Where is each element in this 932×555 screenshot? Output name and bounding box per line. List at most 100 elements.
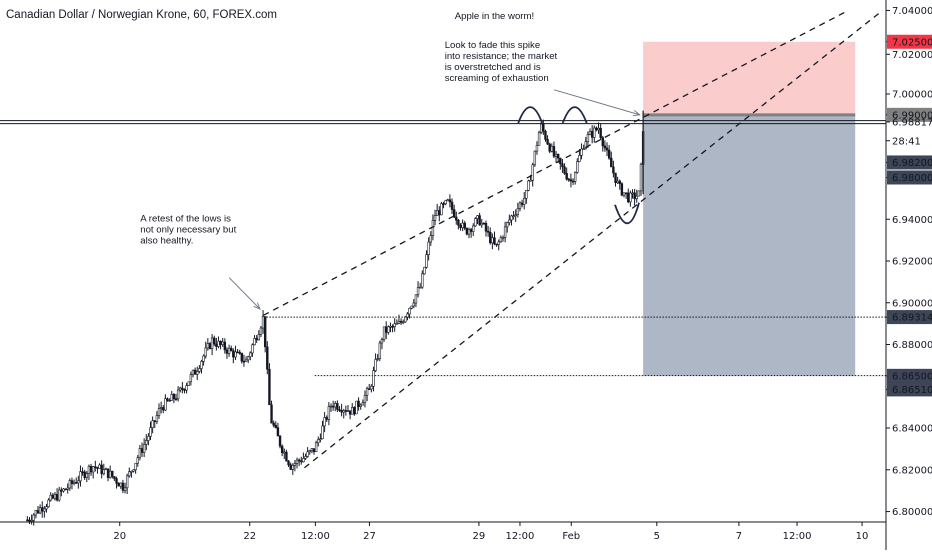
candles bbox=[26, 110, 645, 526]
candle-body bbox=[452, 209, 456, 218]
candle-body bbox=[489, 231, 492, 244]
candle-body bbox=[191, 369, 195, 375]
candle-body bbox=[351, 407, 354, 415]
candle-body bbox=[255, 338, 258, 341]
candle-body bbox=[119, 482, 122, 487]
price-tag-label: 6.84000 bbox=[892, 424, 932, 435]
candle-body bbox=[365, 388, 369, 396]
candle-body bbox=[53, 494, 57, 499]
price-axis[interactable]: 7.04000 7.02500 7.02000 7.00000 6.990006.988… bbox=[885, 0, 932, 550]
annotation-fade-line: is overstretched and is bbox=[445, 62, 541, 73]
candle-body bbox=[370, 385, 373, 390]
candle-body bbox=[435, 210, 439, 216]
candle-body bbox=[43, 508, 46, 512]
candle-body bbox=[319, 438, 322, 441]
candle-body bbox=[580, 148, 583, 156]
candle-body bbox=[98, 464, 101, 469]
time-tick-label: 12:00 bbox=[783, 531, 812, 542]
price-tag-bg bbox=[887, 34, 932, 49]
candle-body bbox=[242, 360, 246, 363]
time-axis[interactable]: 20 22 12:00 27 29 12:00 Feb 5 7 12:00 10 bbox=[0, 521, 886, 542]
candle-body bbox=[527, 180, 530, 191]
candle-body bbox=[446, 199, 449, 202]
candle-body bbox=[382, 326, 386, 340]
candle-body bbox=[94, 466, 97, 468]
price-tag-bg bbox=[887, 155, 932, 170]
candle-body bbox=[147, 436, 150, 441]
candle-body bbox=[368, 388, 371, 390]
candle-body bbox=[47, 499, 50, 507]
price-tag-label: 6.90000 bbox=[892, 298, 932, 309]
trend-channel[interactable] bbox=[263, 9, 883, 469]
candle-body bbox=[134, 462, 137, 471]
candle-body bbox=[620, 183, 624, 196]
candle-body bbox=[486, 230, 490, 233]
candle-body bbox=[423, 266, 426, 275]
candle-body bbox=[565, 173, 568, 180]
candle-body bbox=[28, 519, 31, 522]
pattern-markers bbox=[517, 106, 640, 225]
candle-body bbox=[378, 342, 382, 359]
annotation-retest-line: not only necessary but bbox=[140, 224, 236, 235]
candle-body bbox=[30, 520, 33, 522]
candle-body bbox=[476, 215, 479, 219]
candle-body bbox=[280, 445, 284, 454]
time-tick-label: 10 bbox=[856, 531, 869, 542]
candle-body bbox=[393, 323, 396, 328]
candle-body bbox=[179, 387, 182, 391]
candle-body bbox=[268, 368, 271, 406]
candle-body bbox=[639, 163, 643, 192]
candle-body bbox=[410, 305, 413, 309]
candle-body bbox=[478, 215, 481, 226]
candle-body bbox=[535, 144, 539, 152]
candle-body bbox=[266, 346, 269, 370]
candle-body bbox=[550, 146, 554, 152]
candle-body bbox=[399, 320, 403, 323]
candle-body bbox=[450, 201, 454, 210]
annotation-fade-line: Look to fade this spike bbox=[445, 40, 540, 51]
candle-body bbox=[45, 506, 48, 510]
time-tick-label: 12:00 bbox=[301, 531, 330, 542]
candle-body bbox=[459, 224, 462, 228]
candle-body bbox=[223, 341, 227, 351]
candle-body bbox=[293, 463, 297, 466]
candle-body bbox=[571, 180, 575, 183]
annotation-retest-arrow bbox=[228, 277, 261, 310]
price-tag-label: 28:41 bbox=[892, 136, 921, 147]
candle-body bbox=[344, 410, 348, 412]
candle-body bbox=[181, 387, 184, 390]
candle-body bbox=[469, 229, 473, 232]
candle-body bbox=[85, 473, 89, 478]
candle-body bbox=[304, 456, 307, 459]
candle-body bbox=[259, 327, 263, 335]
candle-body bbox=[312, 448, 316, 453]
candle-body bbox=[75, 482, 78, 484]
candle-body bbox=[51, 494, 55, 499]
candle-body bbox=[355, 400, 358, 415]
candle-body bbox=[510, 215, 513, 221]
channel-lower-line bbox=[304, 9, 883, 469]
time-tick-label: 7 bbox=[736, 531, 742, 542]
candle-body bbox=[531, 164, 534, 181]
candle-body bbox=[421, 273, 424, 288]
candle-body bbox=[176, 389, 180, 400]
candle-body bbox=[491, 237, 494, 244]
candle-body bbox=[100, 464, 103, 475]
candle-body bbox=[138, 448, 142, 458]
candle-body bbox=[397, 320, 401, 324]
candle-body bbox=[34, 510, 38, 516]
candle-body bbox=[314, 442, 318, 453]
candle-body bbox=[586, 134, 590, 142]
annotation-fade-arrow bbox=[554, 89, 640, 116]
time-tick-label: 29 bbox=[473, 531, 486, 542]
candle-body bbox=[635, 195, 638, 200]
candle-body bbox=[334, 403, 337, 408]
candle-body bbox=[321, 425, 324, 440]
candle-body bbox=[605, 147, 609, 151]
candle-body bbox=[283, 451, 286, 454]
price-tag-bg bbox=[887, 170, 932, 185]
candle-body bbox=[174, 398, 178, 401]
candle-body bbox=[401, 321, 405, 324]
candle-body bbox=[540, 123, 543, 133]
